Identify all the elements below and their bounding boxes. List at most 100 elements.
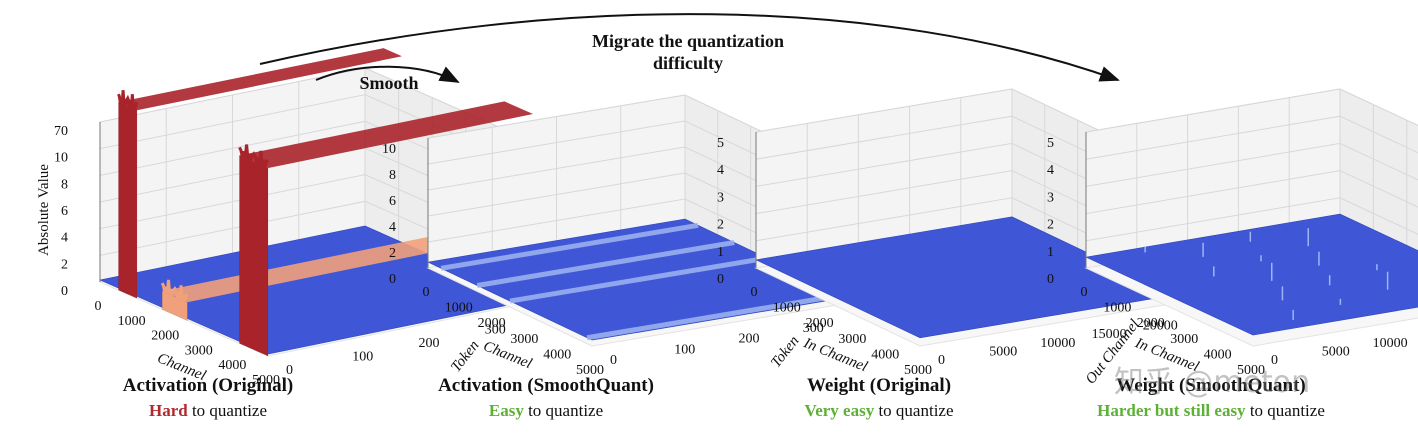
y-tick-label: 100 bbox=[352, 350, 373, 365]
x-tick-label: 3000 bbox=[510, 332, 538, 347]
y-tick-label: 200 bbox=[419, 336, 440, 351]
subtitle-rest: to quantize bbox=[524, 401, 603, 420]
y-tick-label: 0 bbox=[938, 353, 945, 368]
chart-panel-1: 0246810700100020003000400050000100200300… bbox=[36, 48, 535, 388]
z-tick-label: 5 bbox=[1047, 136, 1054, 151]
titles-layer: Activation (Original) Hard to quantize Act… bbox=[123, 375, 1325, 420]
z-tick-label: 2 bbox=[61, 257, 68, 272]
x-tick-label: 2000 bbox=[151, 329, 179, 344]
y-tick-label: 5000 bbox=[1322, 344, 1350, 359]
panel-subtitle: Very easy to quantize bbox=[804, 401, 953, 420]
x-tick-label: 0 bbox=[95, 299, 102, 314]
panel-title: Activation (SmoothQuant) bbox=[438, 375, 654, 396]
panel-subtitle: Harder but still easy to quantize bbox=[1097, 401, 1325, 420]
y-axis-label: Token bbox=[448, 338, 482, 376]
panel-title: Weight (SmoothQuant) bbox=[1116, 375, 1306, 396]
x-tick-label: 4000 bbox=[871, 347, 899, 362]
y-tick-label: 300 bbox=[485, 323, 506, 338]
x-tick-label: 4000 bbox=[543, 347, 571, 362]
x-tick-label: 1000 bbox=[773, 301, 801, 316]
chart-panel-4: 0 1 2 3 4 5 0 1000 2000 3000 4000 5000 0 5000 10000 150… bbox=[1047, 88, 1418, 387]
channel-streak bbox=[586, 292, 845, 341]
y-tick-label: 200 bbox=[739, 332, 760, 347]
z-tick-label: 2 bbox=[389, 246, 396, 261]
panel-title: Activation (Original) bbox=[123, 375, 293, 396]
y-tick-label: 10000 bbox=[1040, 336, 1075, 351]
z-tick-label: 0 bbox=[61, 284, 68, 299]
y-axis-label: Token bbox=[768, 333, 802, 371]
z-tick-label: 5 bbox=[717, 136, 724, 151]
outlier-wall bbox=[239, 155, 269, 357]
z-tick-label: 10 bbox=[54, 151, 68, 166]
outlier-top bbox=[118, 48, 402, 111]
migrate-label-line2: difficulty bbox=[653, 53, 723, 73]
subtitle-highlight: Harder but still easy bbox=[1097, 401, 1246, 420]
y-tick-label: 15000 bbox=[1092, 327, 1127, 342]
panel-subtitle: Easy to quantize bbox=[489, 401, 603, 420]
z-tick-label: 4 bbox=[717, 163, 724, 178]
channel-streak bbox=[476, 240, 735, 288]
z-tick-label: 1 bbox=[1047, 245, 1054, 260]
z-tick-label: 0 bbox=[1047, 272, 1054, 287]
z-tick-label: 8 bbox=[389, 168, 396, 183]
outlier-top bbox=[162, 237, 453, 303]
x-tick-label: 4000 bbox=[1204, 347, 1232, 362]
z-tick-label: 10 bbox=[382, 142, 396, 157]
subtitle-highlight: Hard bbox=[149, 401, 188, 420]
x-tick-label: 3000 bbox=[838, 332, 866, 347]
outlier-top bbox=[239, 101, 533, 168]
y-tick-label: 20000 bbox=[1143, 319, 1178, 334]
migrate-arrow bbox=[259, 13, 1120, 82]
y-tick-label: 0 bbox=[286, 363, 293, 378]
z-tick-label: 2 bbox=[717, 218, 724, 233]
x-tick-label: 5000 bbox=[904, 363, 932, 378]
z-tick-label: 0 bbox=[717, 272, 724, 287]
x-tick-label: 0 bbox=[1081, 285, 1088, 300]
z-tick-label: 3 bbox=[1047, 190, 1054, 205]
z-tick-label: 70 bbox=[54, 124, 68, 139]
x-tick-label: 2000 bbox=[806, 316, 834, 331]
x-tick-label: 4000 bbox=[218, 358, 246, 373]
panel-title: Weight (Original) bbox=[807, 375, 951, 396]
z-tick-label: 6 bbox=[389, 194, 396, 209]
subtitle-rest: to quantize bbox=[188, 401, 267, 420]
smooth-arrow bbox=[315, 65, 460, 83]
channel-streak bbox=[509, 255, 768, 304]
x-tick-label: 5000 bbox=[576, 363, 604, 378]
smooth-label: Smooth bbox=[359, 73, 418, 93]
outlier-wall bbox=[161, 290, 188, 321]
x-tick-label: 3000 bbox=[1170, 332, 1198, 347]
x-tick-label: 5000 bbox=[1237, 363, 1265, 378]
y-tick-label: 10000 bbox=[1373, 336, 1408, 351]
y-tick-label: 300 bbox=[803, 321, 824, 336]
x-tick-label: 0 bbox=[751, 285, 758, 300]
outlier-ridge bbox=[117, 90, 139, 110]
y-tick-label: 0 bbox=[610, 353, 617, 368]
subtitle-rest: to quantize bbox=[874, 401, 953, 420]
z-tick-label: 2 bbox=[1047, 218, 1054, 233]
x-tick-label: 2000 bbox=[1137, 316, 1165, 331]
z-axis-label: Absolute Value bbox=[36, 164, 52, 256]
z-tick-label: 4 bbox=[389, 220, 396, 235]
x-tick-label: 1000 bbox=[445, 301, 473, 316]
y-tick-label: 5000 bbox=[989, 344, 1017, 359]
channel-streak bbox=[440, 222, 699, 271]
z-tick-label: 0 bbox=[389, 272, 396, 287]
x-tick-label: 5000 bbox=[252, 373, 280, 388]
z-tick-label: 1 bbox=[717, 245, 724, 260]
y-tick-label: 0 bbox=[1271, 353, 1278, 368]
subtitle-rest: to quantize bbox=[1246, 401, 1325, 420]
watermark: 知乎 @meton bbox=[1114, 365, 1310, 400]
migrate-label-line1: Migrate the quantization bbox=[592, 31, 784, 51]
outlier-ridge bbox=[160, 279, 189, 302]
x-tick-label: 0 bbox=[423, 285, 430, 300]
x-tick-label: 1000 bbox=[118, 314, 146, 329]
z-tick-label: 4 bbox=[1047, 163, 1054, 178]
x-tick-label: 1000 bbox=[1103, 301, 1131, 316]
subtitle-highlight: Easy bbox=[489, 401, 524, 420]
z-tick-label: 3 bbox=[717, 190, 724, 205]
base-surface bbox=[1085, 213, 1418, 336]
outlier-ridge bbox=[238, 144, 270, 168]
subtitle-highlight: Very easy bbox=[804, 401, 874, 420]
